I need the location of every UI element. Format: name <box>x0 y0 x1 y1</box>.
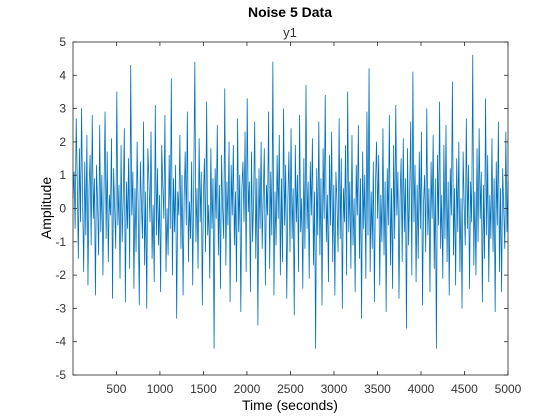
x-tick-label: 4500 <box>451 382 478 396</box>
chart-title: Noise 5 Data <box>248 4 332 20</box>
y-tick-label: 4 <box>59 68 66 82</box>
y-tick-label: 3 <box>59 102 66 116</box>
y-tick-label: -5 <box>55 368 66 382</box>
x-tick-label: 1500 <box>190 382 217 396</box>
series-line-0 <box>72 54 509 349</box>
y-tick-label: -4 <box>55 335 66 349</box>
x-tick-label: 3000 <box>321 382 348 396</box>
y-tick-label: 0 <box>59 202 66 216</box>
x-axis: 500 1000 1500 2000 2500 3000 3500 4000 4500 5000 <box>106 42 522 396</box>
x-tick-label: 3500 <box>364 382 391 396</box>
x-tick-label: 5000 <box>495 382 522 396</box>
y-tick-label: -2 <box>55 268 66 282</box>
x-axis-label: Time (seconds) <box>242 397 338 413</box>
chart-subtitle: y1 <box>283 25 297 40</box>
y-tick-label: -3 <box>55 301 66 315</box>
x-tick-label: 2500 <box>277 382 304 396</box>
x-tick-label: 2000 <box>234 382 261 396</box>
y-tick-label: 2 <box>59 135 66 149</box>
y-tick-label: 1 <box>59 168 66 182</box>
x-tick-label: 4000 <box>408 382 435 396</box>
y-axis-label: Amplitude <box>38 177 54 239</box>
y-axis: -5 -4 -3 -2 -1 0 1 2 3 4 5 <box>55 35 508 382</box>
x-tick-label: 1000 <box>147 382 174 396</box>
series-layer <box>72 54 509 349</box>
x-tick-label: 500 <box>106 382 126 396</box>
y-tick-label: -1 <box>55 235 66 249</box>
y-tick-label: 5 <box>59 35 66 49</box>
